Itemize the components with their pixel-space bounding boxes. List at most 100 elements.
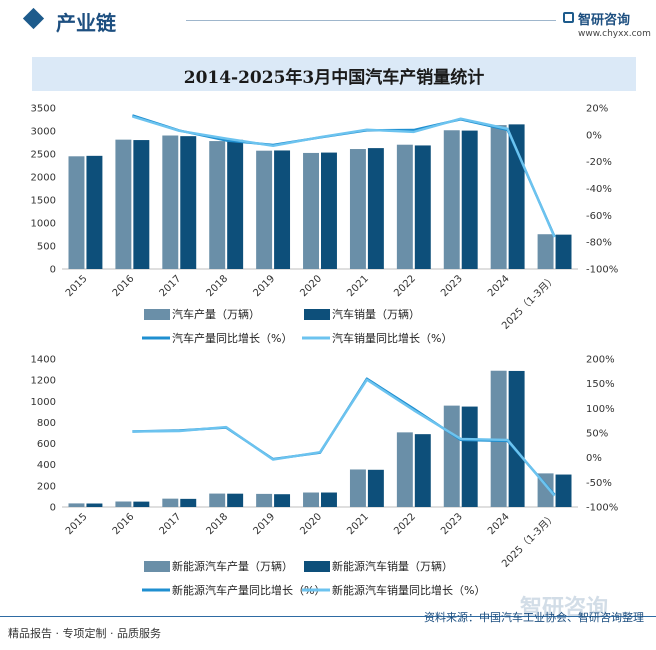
- title-band: 2014-2025年3月中国汽车产销量统计: [32, 57, 636, 91]
- nev-bar-sales: [321, 492, 337, 507]
- car-x-tick-label: 2024: [486, 273, 512, 299]
- car-bar-sales: [321, 152, 337, 269]
- nev-y2-tick-label: 150%: [586, 379, 615, 390]
- nev-x-tick-label: 2023: [439, 511, 465, 537]
- nev-bar-production: [68, 503, 85, 507]
- nev-y-tick-label: 1000: [31, 397, 56, 408]
- car-legend-label-production-bar: 汽车产量（万辆）: [172, 307, 260, 321]
- page-footer: 精品报告 · 专项定制 · 品质服务 资料来源：中国汽车工业协会、智研咨询整理: [0, 611, 656, 650]
- nev-x-tick-label: 2022: [392, 511, 418, 537]
- car-x-tick-label: 2018: [205, 273, 231, 299]
- footer-tagline: 精品报告 · 专项定制 · 品质服务: [8, 627, 161, 640]
- car-bar-production: [303, 152, 319, 269]
- nev-legend-swatch-production-bar: [144, 561, 170, 572]
- nev-bar-sales: [274, 494, 291, 507]
- car-bar-sales: [461, 130, 478, 269]
- car-bar-production: [115, 139, 132, 269]
- nev-bar-sales: [414, 434, 431, 507]
- car-y2-tick-label: -100%: [586, 265, 618, 276]
- nev-x-tick-label: 2015: [64, 511, 90, 537]
- nev-y2-tick-label: 200%: [586, 355, 615, 366]
- nev-y-tick-label: 1400: [31, 355, 56, 366]
- nev-bar-production: [349, 469, 366, 507]
- car-x-tick-label: 2020: [298, 273, 324, 299]
- nev-y-tick-label: 200: [37, 481, 56, 492]
- car-bar-sales: [86, 155, 103, 269]
- car-x-tick-label: 2015: [64, 273, 90, 299]
- nev-x-tick-label: 2020: [298, 511, 324, 537]
- footer-divider: [0, 616, 656, 617]
- nev-x-tick-label: 2024: [486, 511, 512, 537]
- nev-y2-tick-label: 100%: [586, 404, 615, 415]
- nev-y-tick-label: 1200: [31, 376, 56, 387]
- car-y2-tick-label: -20%: [586, 157, 612, 168]
- footer-source: 资料来源：中国汽车工业协会、智研咨询整理: [424, 611, 644, 624]
- page-header: 产业链 智研咨询 www.chyxx.com: [0, 0, 656, 44]
- nev-legend-label-production-growth: 新能源汽车产量同比增长（%）: [172, 583, 325, 597]
- car-legend-label-sales-growth: 汽车销量同比增长（%）: [332, 331, 452, 345]
- car-y2-tick-label: -80%: [586, 238, 612, 249]
- car-bar-production: [349, 149, 366, 269]
- nev-bar-sales: [180, 498, 197, 507]
- nev-bar-production: [162, 498, 179, 507]
- brand-name: 智研咨询: [578, 13, 631, 28]
- nev-y2-tick-label: 50%: [586, 429, 608, 440]
- section-label: 产业链: [56, 11, 116, 35]
- car-legend-label-sales-bar: 汽车销量（万辆）: [332, 307, 420, 321]
- nev-bar-sales: [461, 406, 478, 507]
- car-bar-production: [537, 234, 554, 269]
- brand-logo-icon: [563, 12, 574, 23]
- nev-bar-production: [303, 492, 319, 507]
- car-bar-production: [162, 135, 179, 269]
- car-bar-production: [443, 130, 460, 269]
- car-line-sales-growth: [132, 115, 556, 238]
- car-bar-sales: [274, 150, 291, 269]
- car-y-tick-label: 2500: [31, 150, 56, 161]
- car-bar-production: [396, 144, 413, 269]
- car-legend-label-production-growth: 汽车产量同比增长（%）: [172, 331, 292, 345]
- nev-bar-sales: [367, 469, 384, 507]
- nev-bar-sales: [133, 501, 150, 507]
- car-bar-sales: [414, 145, 431, 269]
- nev-legend-label-sales-growth: 新能源汽车销量同比增长（%）: [332, 583, 485, 597]
- car-bar-production: [490, 125, 507, 269]
- nev-x-tick-label: 2019: [251, 511, 277, 537]
- car-bar-sales: [367, 148, 384, 269]
- car-y2-tick-label: -40%: [586, 184, 612, 195]
- car-y2-tick-label: 0%: [586, 130, 602, 141]
- nev-line-sales-growth: [132, 378, 556, 497]
- car-bar-production: [68, 156, 85, 269]
- nev-x-tick-label: 2016: [111, 511, 137, 537]
- car-y-tick-label: 3000: [31, 127, 56, 138]
- nev-legend-swatch-sales-bar: [304, 561, 330, 572]
- car-x-tick-label: 2022: [392, 273, 418, 299]
- nev-bar-production: [256, 493, 273, 507]
- car-y-tick-label: 500: [37, 242, 56, 253]
- car-y2-tick-label: 20%: [586, 104, 608, 115]
- nev-bar-sales: [508, 370, 525, 507]
- nev-y2-tick-label: -50%: [586, 478, 612, 489]
- car-x-tick-label: 2023: [439, 273, 465, 299]
- nev-y-tick-label: 600: [37, 439, 56, 450]
- nev-x-tick-label: 2018: [205, 511, 231, 537]
- car-y2-tick-label: -60%: [586, 211, 612, 222]
- chart-title: 2014-2025年3月中国汽车产销量统计: [183, 68, 485, 88]
- nev-legend-label-production-bar: 新能源汽车产量（万辆）: [172, 559, 293, 573]
- car-y-tick-label: 0: [50, 265, 56, 276]
- car-bar-sales: [508, 124, 525, 269]
- car-bar-production: [256, 150, 273, 269]
- car-bar-sales: [227, 139, 244, 269]
- nev-bar-sales: [555, 474, 572, 507]
- nev-y2-tick-label: 0%: [586, 453, 602, 464]
- nev-y-tick-label: 0: [50, 503, 56, 514]
- nev-legend-label-sales-bar: 新能源汽车销量（万辆）: [332, 559, 453, 573]
- nev-x-tick-label: 2017: [158, 511, 184, 537]
- nev-y-tick-label: 800: [37, 418, 56, 429]
- car-x-tick-label: 2017: [158, 273, 184, 299]
- nev-bar-production: [443, 405, 460, 507]
- car-y-tick-label: 1000: [31, 219, 56, 230]
- nev-x-tick-label: 2021: [345, 511, 371, 537]
- car-bar-sales: [555, 234, 572, 269]
- nev-bar-sales: [227, 493, 244, 507]
